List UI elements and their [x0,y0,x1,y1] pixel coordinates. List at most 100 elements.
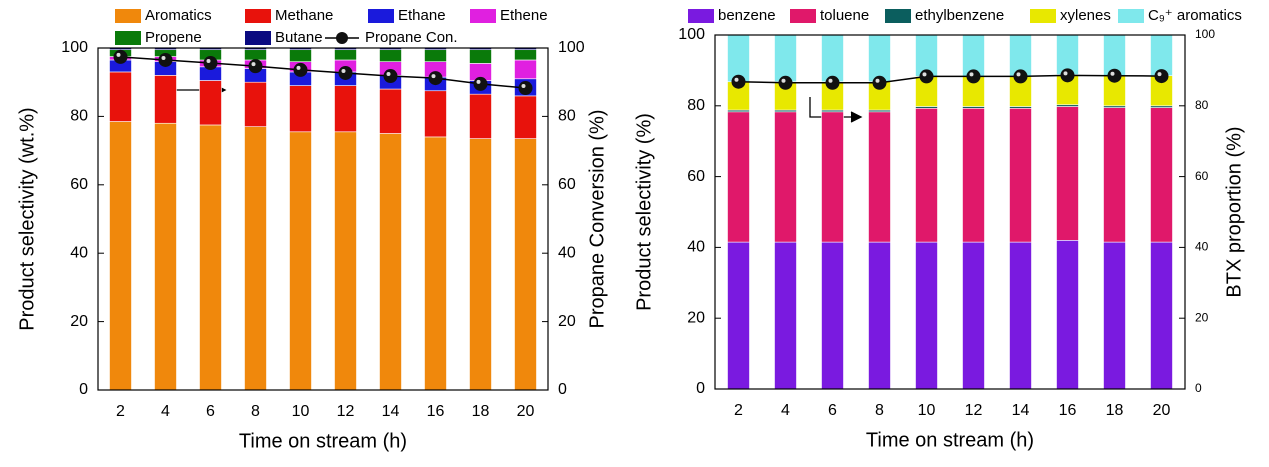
bar-segment [915,241,938,390]
x-tick-label: 20 [1153,402,1171,419]
marker-highlight [1157,72,1162,77]
marker-highlight [922,72,927,77]
y-tick-label: 100 [61,39,88,56]
legend-swatch [1030,9,1056,23]
marker-highlight [341,68,346,73]
x-tick-label: 6 [828,402,837,419]
bar-segment [868,34,891,83]
legend-label: Propene [145,29,202,46]
line-marker [1154,69,1169,84]
y2-axis-title: Propane Conversion (%) [586,110,608,329]
line-marker [1060,68,1075,83]
bar-segment [1056,240,1079,390]
legend-label: xylenes [1060,7,1111,24]
x-tick-label: 10 [292,403,310,420]
legend-label: Ethane [398,7,446,24]
x-tick-label: 8 [251,403,260,420]
legend-swatch [368,9,394,23]
marker-highlight [1110,71,1115,76]
marker-highlight [875,78,880,83]
x-tick-label: 10 [918,402,936,419]
legend-swatch [688,9,714,23]
plot-frame [97,47,549,391]
x-tick-label: 18 [1106,402,1124,419]
bar-segment [199,80,222,126]
x-axis-title: Time on stream (h) [866,429,1034,451]
bar-segment [514,49,537,61]
bar-segment [514,59,537,80]
line-marker [338,65,353,80]
bar-segment [962,241,985,390]
bar-segment [868,241,891,390]
bar-segment [379,88,402,134]
legend-label: Ethene [500,7,548,24]
bar-segment [379,49,402,62]
line-marker [158,52,173,67]
plot-frame [714,34,1186,390]
bar-segment [821,34,844,83]
bar-segment [424,49,447,62]
y2-tick-label: 20 [558,313,576,330]
line-marker [919,69,934,84]
bar-segment [1150,241,1173,390]
legend-swatch [885,9,911,23]
marker-highlight [521,84,526,89]
y-axis-title: Product selectivity (wt.%) [16,107,38,330]
marker-highlight [206,59,211,64]
legend-label: Butane [275,29,323,46]
y-tick-label: 60 [70,176,88,193]
bar-segment [334,131,357,391]
line-marker [383,69,398,84]
y2-tick-label: 100 [558,39,585,56]
y2-tick-label: 80 [1195,98,1209,112]
bar-segment [774,34,797,83]
bar-segment [244,49,267,61]
line-marker [518,81,533,96]
bar-segment [821,111,844,243]
bar-segment [1103,241,1126,390]
line-marker [731,74,746,89]
x-tick-label: 12 [965,402,983,419]
legend-label: Propane Con. [365,29,458,46]
marker-highlight [251,62,256,67]
bar-segment [1150,107,1173,243]
line-marker [203,56,218,71]
x-tick-label: 2 [116,403,125,420]
x-tick-label: 16 [427,403,445,420]
x-tick-label: 8 [875,402,884,419]
y2-tick-label: 0 [1195,381,1202,395]
y2-tick-label: 60 [558,176,576,193]
line [120,56,526,89]
bar-segment [289,49,312,62]
bar-segment [424,136,447,391]
bar-segment [962,107,985,243]
x-tick-label: 6 [206,403,215,420]
bar-segment [424,90,447,138]
bar-segment [109,121,132,391]
bar-segment [244,81,267,127]
x-tick-label: 16 [1059,402,1077,419]
legend-label: Methane [275,7,333,24]
x-tick-label: 12 [337,403,355,420]
bar-segment [1103,107,1126,243]
y-tick-label: 80 [70,108,88,125]
line-marker [293,62,308,77]
bar-segment [379,133,402,391]
x-tick-label: 20 [517,403,535,420]
legend-swatch [470,9,496,23]
bar-segment [199,124,222,391]
bar-segment [289,85,312,133]
legend-swatch [245,9,271,23]
bar-segment [334,49,357,61]
y2-tick-label: 0 [558,381,567,398]
line-marker [1013,69,1028,84]
bar-segment [774,241,797,390]
bar-segment [1009,107,1032,243]
marker-highlight [296,65,301,70]
bar-segment [821,241,844,390]
legend-swatch [790,9,816,23]
bar-segment [514,95,537,139]
y2-tick-label: 40 [558,244,576,261]
line-marker [473,76,488,91]
legend-label: toluene [820,7,869,24]
